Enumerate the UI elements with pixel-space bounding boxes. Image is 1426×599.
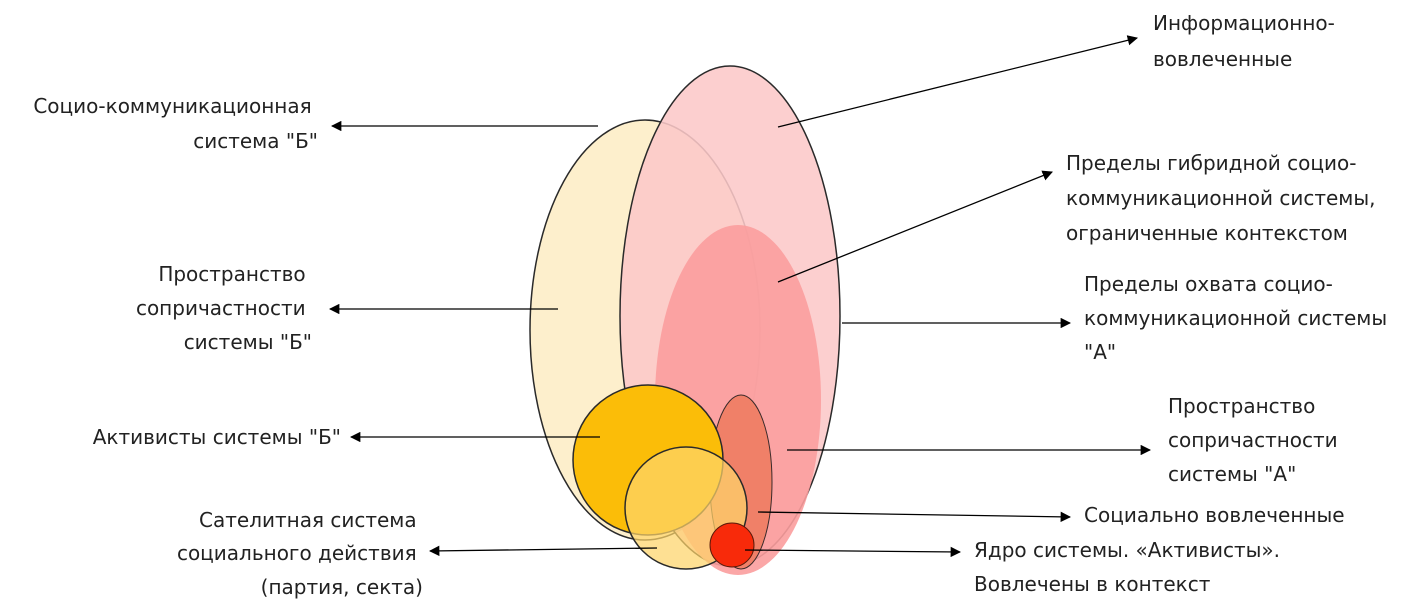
label-space-a: Пространство сопричастности системы "А" [1168,394,1344,486]
label-social-involved: Социально вовлеченные [1084,503,1345,527]
label-info-involved: Информационно- вовлеченные [1153,11,1341,71]
core-circle [709,522,755,568]
label-activists-b: Активисты системы "Б" [93,425,341,449]
label-hybrid-limits: Пределы гибридной социо- коммуникационно… [1066,151,1382,245]
label-space-b: Пространство сопричастности системы "Б" [136,262,312,354]
label-socio-comm-system-b: Социо-коммуникационная система "Б" [33,94,318,153]
label-satellite-system: Сателитная система социального действия … [177,508,423,599]
label-core: Ядро системы. «Активисты». Вовлечены в к… [974,538,1286,596]
arrow-social-involved [757,511,1072,523]
arrows [328,35,1152,558]
arrow-info-involved [777,35,1139,128]
arrow-hybrid-limits [777,170,1053,283]
arrow-core [744,546,962,558]
arrow-satellite [428,545,658,557]
venn-shapes [529,65,841,575]
label-coverage-a: Пределы охвата социо- коммуникационной с… [1084,272,1394,364]
